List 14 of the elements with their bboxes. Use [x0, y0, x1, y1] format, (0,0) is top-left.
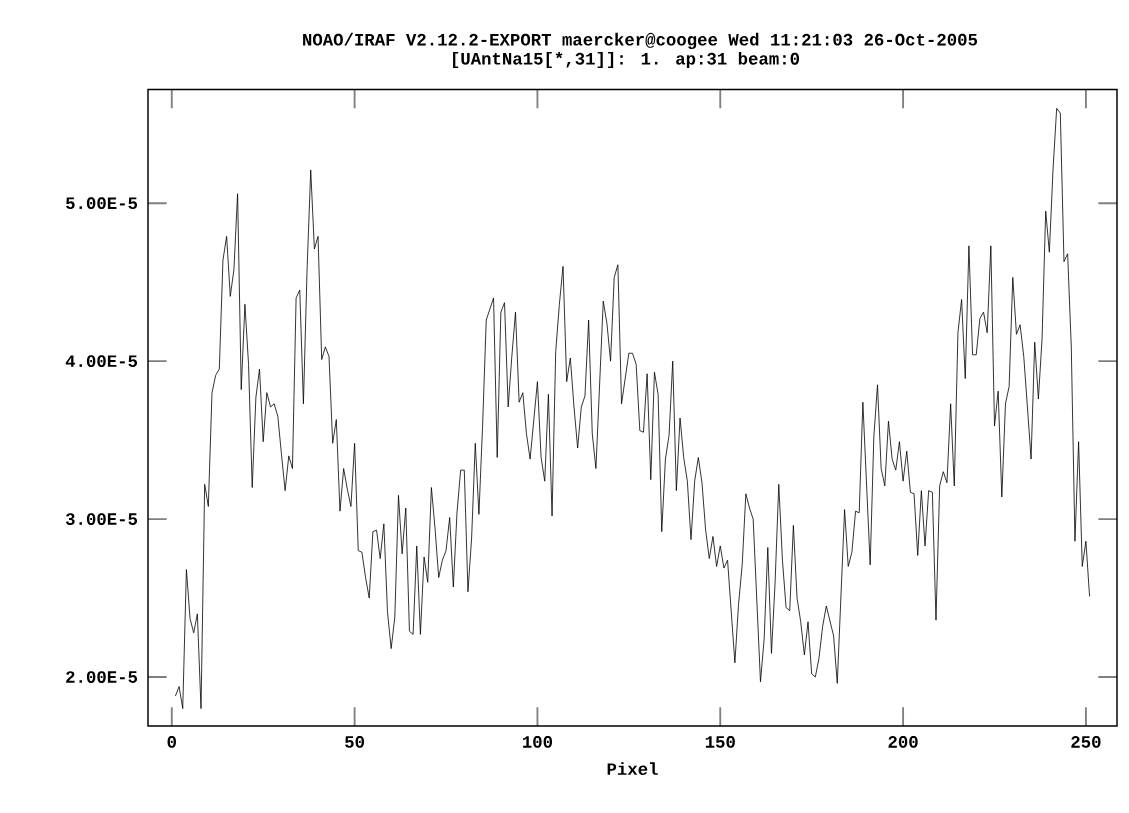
x-tick-label: 100	[523, 736, 553, 748]
chart-title: NOAO/IRAF V2.12.2-EXPORT maercker@coogee Wed 11:21:03 26-Oct-2005	[303, 32, 978, 50]
x-tick-label: 250	[1071, 736, 1101, 748]
x-tick-label: 200	[888, 736, 918, 748]
x-tick-label: 150	[705, 736, 735, 748]
y-tick-label: 2.00E-5	[66, 671, 138, 683]
y-tick-label: 3.00E-5	[65, 513, 138, 525]
y-tick-label: 5.00E-5	[66, 197, 138, 210]
x-axis-title: Pixel	[607, 762, 658, 776]
x-tick-label: 50	[345, 736, 365, 748]
line-series	[175, 108, 1090, 710]
chart-subtitle: [UAntNa15[*,31]]: 1. ap:31 beam:0	[453, 51, 800, 69]
y-tick-label: 4.00E-5	[65, 355, 138, 368]
x-tick-label: 0	[167, 736, 176, 748]
